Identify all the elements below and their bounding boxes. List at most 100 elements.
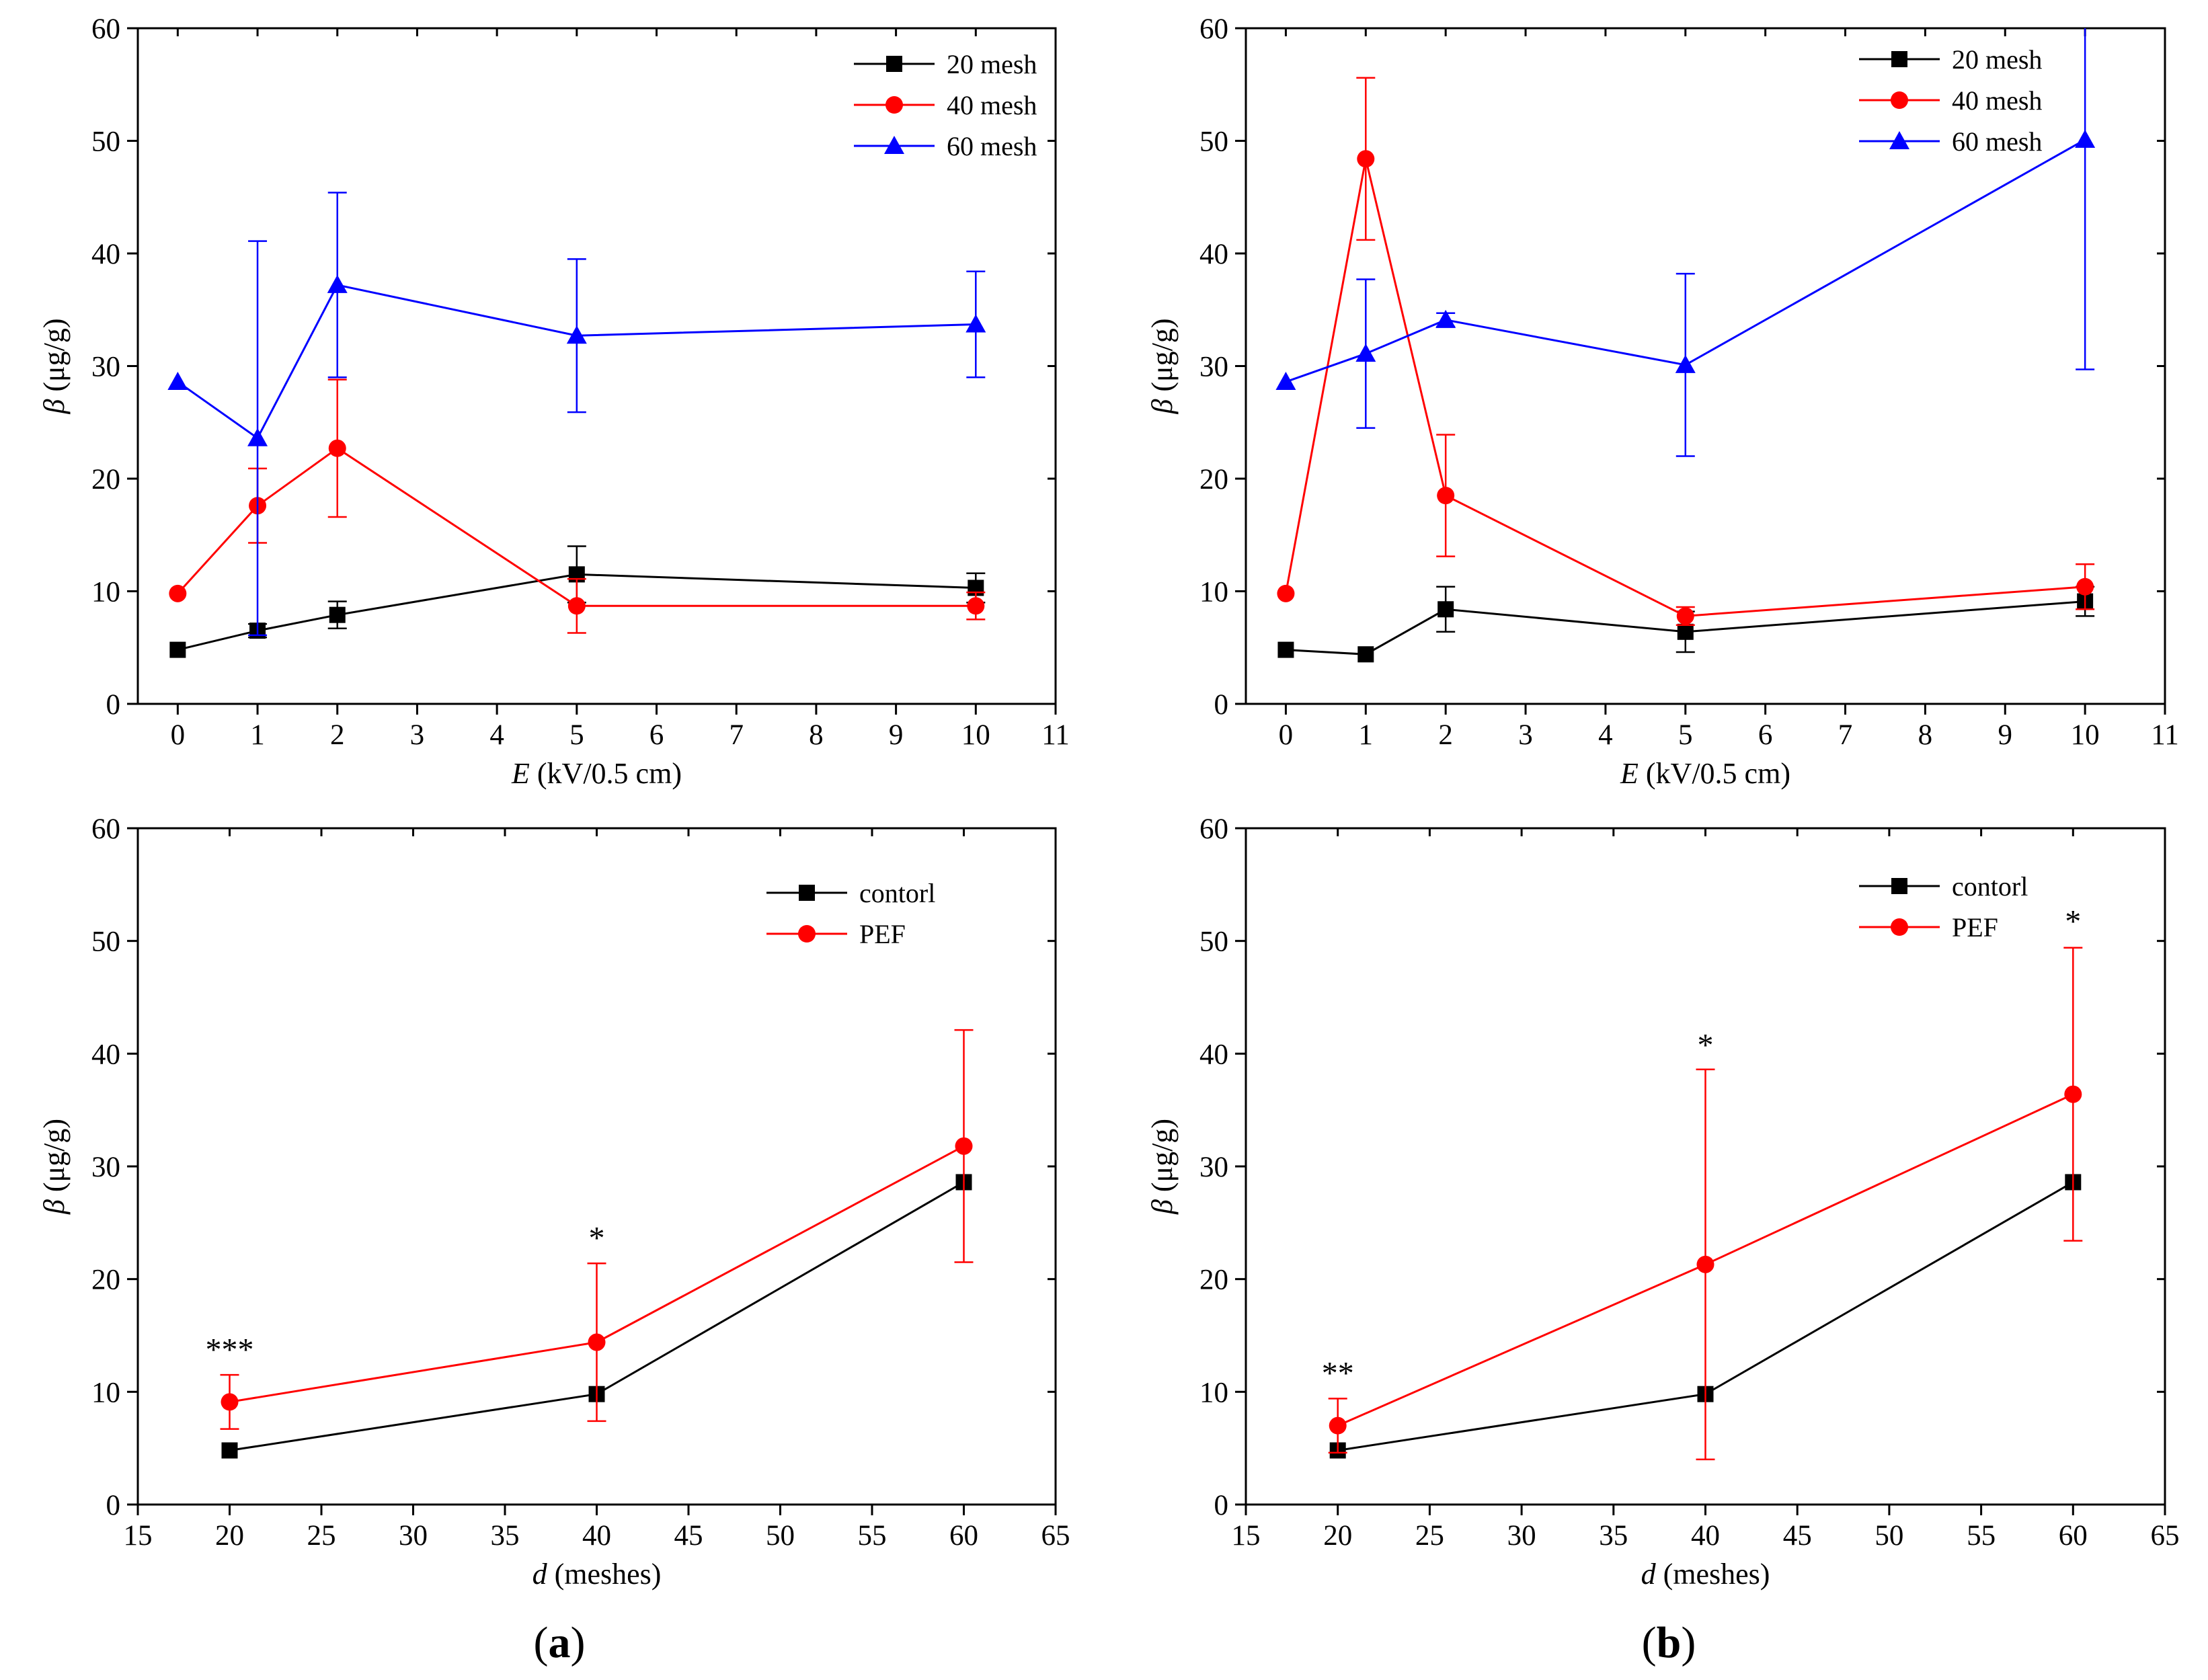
legend-label: 40 mesh — [947, 90, 1037, 120]
x-tick-label: 4 — [1598, 719, 1613, 751]
y-tick-label: 30 — [91, 352, 120, 383]
data-point — [1277, 584, 1295, 602]
y-tick-label: 30 — [1199, 1152, 1228, 1183]
data-point — [1357, 646, 1374, 663]
legend-label: PEF — [1952, 912, 1998, 943]
y-tick-label: 10 — [91, 577, 120, 608]
y-tick-label: 30 — [91, 1152, 120, 1183]
legend-marker — [884, 136, 904, 154]
data-point — [1329, 1416, 1347, 1435]
legend-marker — [886, 56, 902, 72]
legend-marker — [885, 96, 903, 114]
y-tick-label: 0 — [106, 689, 121, 721]
legend-item: 40 mesh — [1859, 85, 2042, 116]
y-tick-label: 60 — [91, 13, 120, 45]
x-tick-label: 55 — [1967, 1520, 1996, 1552]
x-axis-title: d (meshes) — [1641, 1558, 1770, 1591]
y-tick-label: 0 — [106, 1490, 121, 1521]
data-point — [169, 641, 186, 658]
x-tick-label: 9 — [1998, 719, 2013, 751]
y-tick-label: 20 — [1199, 1265, 1228, 1296]
data-point — [965, 314, 986, 333]
x-tick-label: 30 — [399, 1520, 428, 1552]
x-axis-title: E (kV/0.5 cm) — [511, 757, 682, 790]
x-tick-label: 7 — [729, 719, 744, 751]
data-point — [1275, 371, 1296, 390]
y-tick-label: 50 — [1199, 126, 1228, 158]
x-tick-label: 20 — [215, 1520, 244, 1552]
x-tick-label: 5 — [1678, 719, 1693, 751]
data-point — [167, 371, 188, 390]
y-tick-label: 30 — [1199, 352, 1228, 383]
y-tick-label: 40 — [1199, 239, 1228, 270]
legend-label: contorl — [859, 878, 935, 908]
y-tick-label: 0 — [1214, 1490, 1229, 1521]
legend-label: 60 mesh — [947, 131, 1037, 161]
x-tick-label: 3 — [410, 719, 425, 751]
x-tick-label: 1 — [250, 719, 265, 751]
data-point — [1437, 487, 1455, 505]
legend-label: 20 mesh — [1952, 44, 2042, 75]
data-point — [247, 428, 268, 446]
series-60-mesh — [167, 192, 986, 637]
x-tick-label: 7 — [1838, 719, 1853, 751]
data-point — [588, 1333, 606, 1351]
significance-annotation: * — [2065, 904, 2081, 939]
y-tick-label: 10 — [1199, 577, 1228, 608]
legend-marker — [799, 885, 815, 901]
x-tick-label: 2 — [330, 719, 345, 751]
significance-annotation: ** — [1322, 1356, 1354, 1392]
data-point — [1696, 1255, 1714, 1273]
data-point — [967, 597, 985, 615]
legend-marker — [798, 925, 816, 943]
x-tick-label: 40 — [1691, 1520, 1720, 1552]
data-point — [329, 606, 346, 623]
x-tick-label: 11 — [1041, 719, 1069, 751]
legend-item: PEF — [1859, 912, 1998, 943]
x-tick-label: 5 — [569, 719, 584, 751]
x-tick-label: 40 — [582, 1520, 611, 1552]
x-tick-label: 10 — [2071, 719, 2100, 751]
x-tick-label: 15 — [1232, 1520, 1261, 1552]
x-tick-label: 3 — [1518, 719, 1533, 751]
chart-a-top: 0 1 2 3 4 5 6 7 8 9 10 11 0 10 20 30 40 50 60 E (kV/0.5 cm)… — [38, 13, 1070, 790]
data-point — [2075, 129, 2096, 148]
series-pef — [220, 1029, 974, 1430]
x-tick-label: 35 — [491, 1520, 520, 1552]
x-tick-label: 35 — [1599, 1520, 1628, 1552]
x-tick-label: 6 — [1758, 719, 1773, 751]
series-40-mesh — [1277, 77, 2095, 626]
x-tick-label: 50 — [1875, 1520, 1903, 1552]
x-tick-label: 20 — [1323, 1520, 1352, 1552]
y-axis-title: β (μg/g) — [38, 1119, 71, 1215]
legend-item: PEF — [766, 919, 906, 949]
panel-label-b: (b) — [1642, 1618, 1696, 1667]
legend-item: 20 mesh — [1859, 44, 2042, 75]
data-point — [567, 597, 586, 615]
legend-item: contorl — [1859, 871, 2028, 902]
significance-annotation: * — [589, 1220, 605, 1256]
y-axis-title: β (μg/g) — [1146, 318, 1179, 414]
data-point — [1676, 607, 1694, 625]
legend-marker — [1891, 51, 1907, 67]
data-point — [1355, 344, 1376, 362]
data-point — [1277, 641, 1294, 658]
legend-label: 40 mesh — [1952, 85, 2042, 116]
series-pef — [1328, 947, 2083, 1461]
chart-b-top: 0 1 2 3 4 5 6 7 8 9 10 11 0 10 20 30 40 50 60 E (kV/0.5 cm)… — [1146, 13, 2179, 790]
x-axis-title: d (meshes) — [533, 1558, 662, 1591]
legend-marker — [1891, 918, 1908, 936]
x-tick-label: 2 — [1438, 719, 1453, 751]
x-tick-label: 30 — [1507, 1520, 1536, 1552]
y-tick-label: 40 — [1199, 1039, 1228, 1070]
x-tick-label: 9 — [889, 719, 904, 751]
chart-a-bottom: 15 20 25 30 35 40 45 50 55 60 65 0 10 20 30 40 50 60 d (me… — [38, 813, 1070, 1591]
x-tick-label: 25 — [1415, 1520, 1444, 1552]
x-tick-label: 15 — [124, 1520, 153, 1552]
legend-label: 60 mesh — [1952, 126, 2042, 157]
legend-label: contorl — [1952, 871, 2028, 902]
x-tick-label: 10 — [961, 719, 990, 751]
x-tick-label: 65 — [2151, 1520, 2180, 1552]
y-axis-title: β (μg/g) — [38, 318, 71, 414]
